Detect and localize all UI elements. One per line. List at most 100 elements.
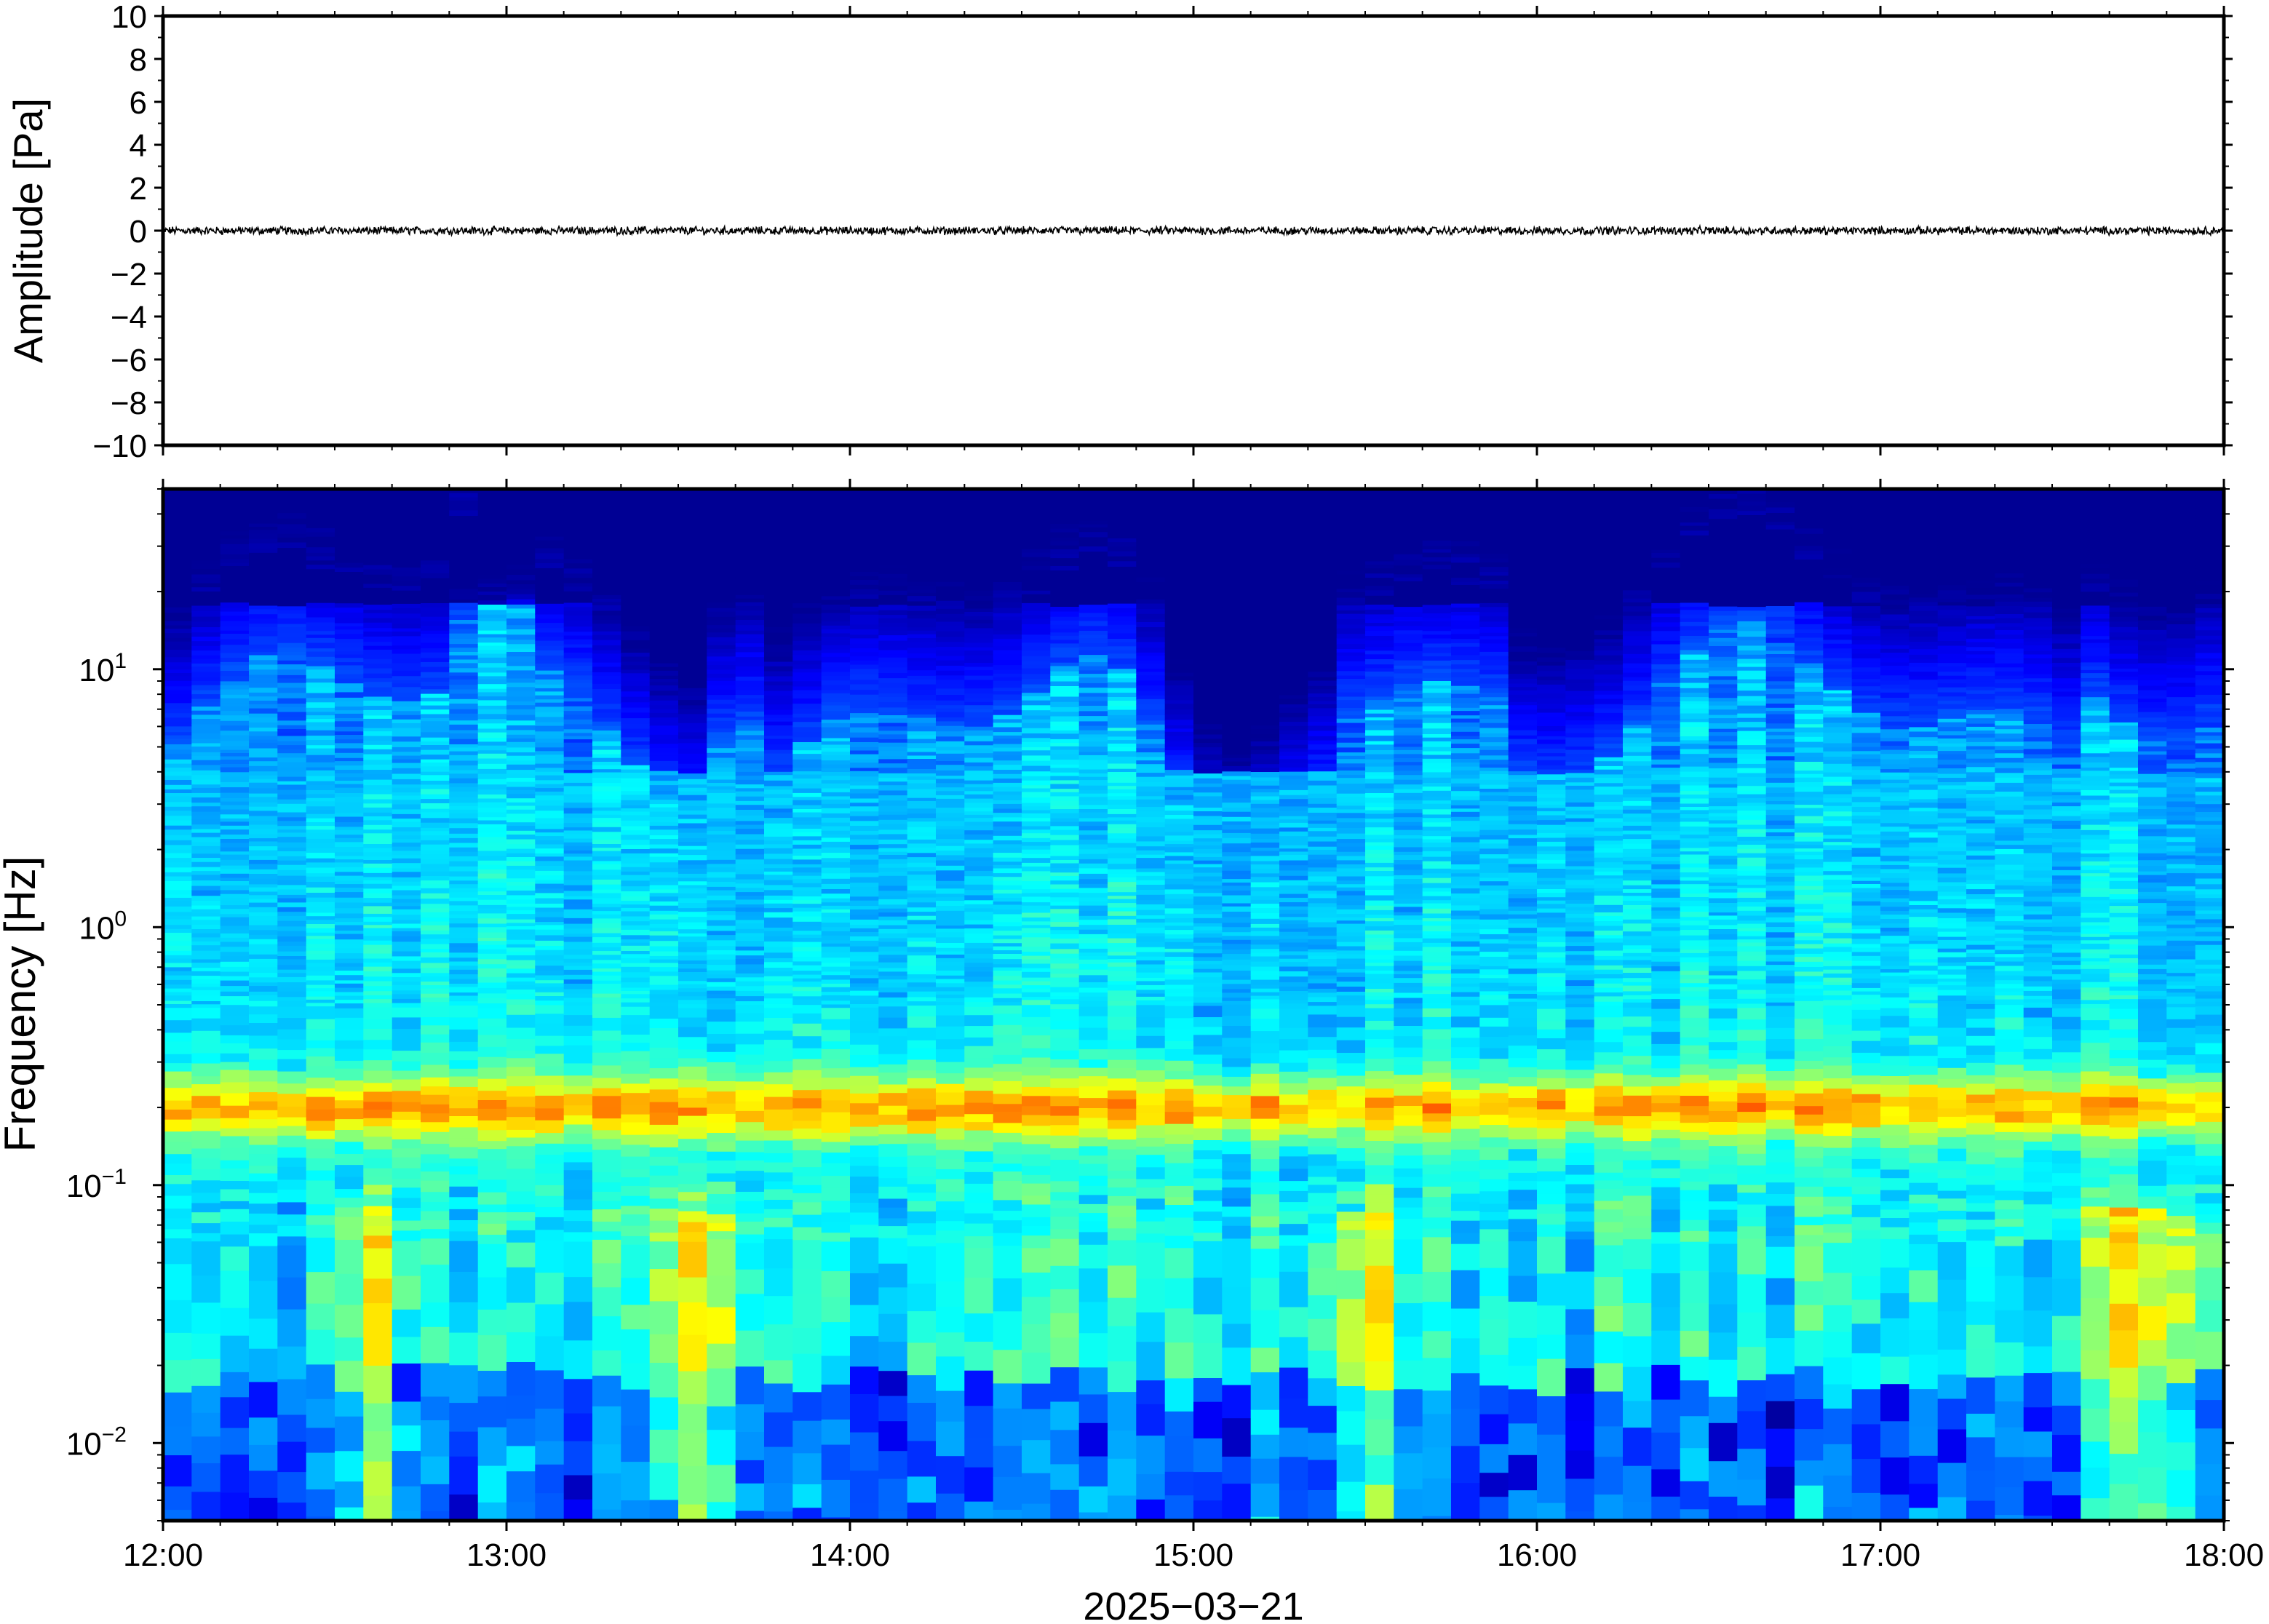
spectrogram-cell: [392, 902, 421, 907]
spectrogram-cell: [649, 675, 679, 680]
spectrogram-cell: [850, 680, 879, 685]
spectrogram-cell: [649, 528, 679, 533]
spectrogram-cell: [592, 610, 621, 616]
spectrogram-cell: [993, 565, 1022, 570]
spectrogram-cell: [449, 663, 479, 669]
spectrogram-cell: [477, 824, 507, 828]
spectrogram-cell: [563, 632, 593, 637]
spectrogram-cell: [477, 1465, 507, 1503]
spectrogram-cell: [277, 1414, 307, 1443]
spectrogram-cell: [277, 1245, 307, 1278]
spectrogram-cell: [477, 634, 507, 638]
spectrogram-cell: [707, 1275, 736, 1308]
spectrogram-cell: [678, 677, 707, 684]
spectrogram-cell: [707, 637, 736, 642]
spectrogram-cell: [735, 788, 765, 792]
spectrogram-cell: [191, 616, 221, 623]
spectrogram-cell: [392, 741, 421, 748]
spectrogram-cell: [621, 656, 651, 662]
spectrogram-cell: [335, 922, 364, 926]
spectrogram-cell: [621, 901, 651, 905]
spectrogram-cell: [764, 1200, 793, 1210]
spectrogram-cell: [993, 791, 1022, 796]
spectrogram-cell: [220, 749, 250, 754]
spectrogram-cell: [964, 685, 994, 689]
spectrogram-cell: [563, 891, 593, 897]
spectrogram-cell: [421, 1104, 450, 1114]
spectrogram-cell: [335, 550, 364, 555]
spectrogram-cell: [649, 877, 679, 883]
spectrogram-cell: [993, 561, 1022, 566]
spectrogram-cell: [249, 1417, 278, 1446]
spectrogram-cell: [1050, 1430, 1080, 1465]
spectrogram-cell: [678, 700, 707, 706]
spectrogram-cell: [878, 979, 908, 984]
spectrogram-cell: [392, 493, 421, 498]
spectrogram-cell: [421, 705, 450, 710]
spectrogram-cell: [306, 565, 335, 570]
spectrogram-cell: [477, 784, 507, 790]
spectrogram-cell: [191, 867, 221, 872]
spectrogram-cell: [535, 735, 565, 739]
spectrogram-cell: [191, 677, 221, 682]
spectrogram-cell: [850, 598, 879, 603]
spectrogram-cell: [621, 1195, 651, 1206]
spectrogram-cell: [535, 544, 565, 549]
spectrogram-cell: [678, 541, 707, 545]
spectrogram-cell: [821, 858, 851, 863]
spectrogram-cell: [707, 704, 736, 709]
spectrogram-cell: [764, 1084, 793, 1098]
spectrogram-cell: [907, 618, 937, 624]
spectrogram-cell: [535, 1075, 565, 1086]
spectrogram-cell: [392, 936, 421, 942]
spectrogram-cell: [1050, 943, 1080, 950]
spectrogram-cell: [163, 1032, 192, 1042]
spectrogram-cell: [936, 708, 965, 712]
spectrogram-cell: [449, 876, 479, 881]
spectrogram-cell: [335, 594, 364, 600]
spectrogram-cell: [449, 987, 479, 993]
spectrogram-cell: [735, 888, 765, 893]
spectrogram-cell: [878, 859, 908, 864]
spectrogram-cell: [621, 582, 651, 586]
spectrogram-cell: [535, 702, 565, 707]
spectrogram-cell: [907, 670, 937, 677]
spectrogram-cell: [764, 744, 793, 751]
spectrogram-cell: [449, 544, 479, 550]
spectrogram-cell: [392, 693, 421, 698]
spectrogram-cell: [1022, 928, 1051, 934]
spectrogram-cell: [191, 954, 221, 960]
spectrogram-cell: [306, 1225, 335, 1238]
spectrogram-cell: [191, 729, 221, 734]
spectrogram-cell: [277, 1309, 307, 1348]
spectrogram-cell: [878, 1124, 908, 1135]
spectrogram-cell: [821, 1201, 851, 1214]
spectrogram-cell: [678, 1232, 707, 1243]
spectrogram-cell: [220, 661, 250, 666]
spectrogram-cell: [707, 1022, 736, 1035]
spectrogram-cell: [592, 923, 621, 928]
spectrogram-cell: [964, 1342, 994, 1372]
spectrogram-cell: [907, 893, 937, 899]
spectrogram-cell: [850, 732, 879, 739]
spectrogram-cell: [563, 489, 593, 493]
spectrogram-cell: [649, 931, 679, 936]
spectrogram-cell: [907, 525, 937, 529]
spectrogram-cell: [506, 874, 536, 879]
spectrogram-cell: [1022, 760, 1051, 767]
spectrogram-cell: [592, 851, 621, 857]
spectrogram-cell: [421, 1302, 450, 1328]
spectrogram-cell: [707, 665, 736, 670]
spectrogram-cell: [506, 760, 536, 765]
spectrogram-cell: [850, 545, 879, 550]
spectrogram-cell: [306, 1193, 335, 1205]
spectrogram-cell: [335, 822, 364, 827]
spectrogram-cell: [621, 645, 651, 650]
spectrogram-cell: [821, 1163, 851, 1177]
spectrogram-cell: [621, 858, 651, 864]
spectrogram-cell: [821, 958, 851, 963]
spectrogram-cell: [878, 928, 908, 934]
spectrogram-cell: [220, 937, 250, 943]
spectrogram-cell: [592, 791, 621, 797]
